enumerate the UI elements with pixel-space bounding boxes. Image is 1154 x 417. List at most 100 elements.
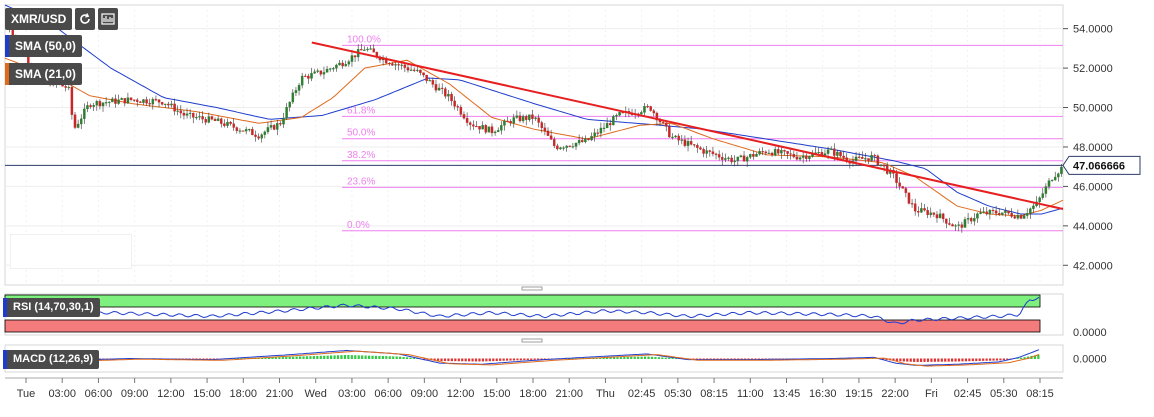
candle-body	[493, 131, 497, 134]
candle-body	[783, 150, 786, 152]
candle-body	[770, 152, 774, 156]
candle-body	[724, 158, 727, 160]
candle-body	[226, 121, 229, 126]
panel-resize-handle	[521, 338, 543, 343]
macd-signal-line	[5, 350, 1040, 367]
candle-body	[742, 155, 746, 162]
x-tick-label: 12:00	[157, 388, 185, 400]
candle-body	[409, 69, 413, 71]
macd-histogram-bar	[350, 355, 353, 359]
fib-label: 50.0%	[347, 128, 375, 139]
rsi-oversold-band	[4, 319, 1041, 333]
candle-body	[204, 118, 207, 123]
macd-histogram-bar	[323, 355, 326, 359]
macd-histogram-bar	[395, 356, 398, 359]
fib-label: 61.8%	[347, 105, 375, 116]
candle-body	[276, 123, 279, 130]
macd-histogram-bar	[305, 356, 309, 359]
rsi-legend-label: RSI (14,70,30,1)	[13, 301, 94, 313]
candle-body	[487, 126, 491, 133]
candle-body	[608, 123, 612, 126]
candle-body	[973, 218, 976, 222]
candle-body	[64, 86, 67, 88]
candle-body	[518, 115, 522, 122]
candle-body	[132, 99, 136, 101]
candle-body	[895, 173, 898, 183]
candle-body	[565, 145, 568, 148]
y-tick-label: 44.0000	[1073, 221, 1113, 233]
macd-histogram-bar	[298, 356, 302, 359]
main-plot-frame	[4, 4, 1064, 286]
macd-histogram-bar	[347, 355, 350, 359]
candle-body	[341, 62, 344, 67]
candle-body	[901, 186, 904, 189]
candle-body	[148, 103, 151, 105]
macd-histogram-bar	[278, 357, 281, 359]
x-tick-label: 18:00	[519, 388, 547, 400]
candle-body	[957, 224, 960, 226]
candle-body	[369, 48, 372, 50]
symbol-button[interactable]: XMR/USD	[5, 8, 73, 30]
candle-body	[948, 223, 951, 225]
macd-histogram-bar	[526, 358, 529, 360]
sma21-legend[interactable]: SMA (21,0)	[5, 63, 82, 85]
macd-histogram-bar	[923, 358, 926, 362]
macd-histogram-bar	[274, 357, 278, 359]
macd-histogram-bar	[892, 358, 895, 361]
macd-histogram-bar	[999, 358, 1002, 361]
candle-body	[764, 151, 768, 154]
candle-body	[503, 120, 506, 126]
candle-body	[876, 155, 880, 165]
macd-histogram-bar	[944, 358, 947, 362]
candle-body	[979, 212, 982, 214]
refresh-icon[interactable]	[75, 8, 96, 30]
macd-legend[interactable]: MACD (12,26,9)	[3, 350, 100, 369]
candle-body	[484, 125, 488, 133]
candle-body	[185, 113, 189, 116]
candle-body	[425, 74, 428, 81]
sma50-legend[interactable]: SMA (50,0)	[5, 35, 82, 57]
candle-body	[605, 123, 609, 129]
macd-histogram-bar	[236, 358, 240, 359]
candle-body	[602, 127, 606, 129]
candle-body	[1050, 179, 1054, 181]
candle-body	[736, 156, 740, 162]
candle-body	[1013, 216, 1017, 219]
macd-histogram-bar	[606, 357, 609, 359]
toolbar: XMR/USD	[5, 8, 119, 30]
candle-body	[447, 93, 450, 97]
rsi-axis-label: 0.0000	[1073, 327, 1107, 339]
indicator-icon[interactable]	[98, 8, 119, 30]
candle-body	[89, 105, 92, 107]
sma50-line	[4, 4, 1064, 215]
rsi-line	[4, 296, 1040, 325]
macd-histogram-bar	[343, 355, 347, 359]
candle-body	[248, 129, 251, 131]
macd-histogram-bar	[906, 358, 909, 362]
macd-histogram-bar	[968, 358, 971, 362]
macd-histogram-bar	[985, 358, 988, 361]
candle-body	[524, 116, 528, 120]
candle-body	[540, 122, 544, 128]
candle-body	[618, 112, 621, 116]
candle-body	[882, 164, 886, 167]
candle-body	[938, 213, 942, 219]
candle-body	[534, 117, 537, 119]
macd-histogram-bar	[978, 358, 981, 361]
macd-histogram-bar	[409, 357, 412, 359]
macd-histogram-bar	[412, 358, 416, 359]
candle-body	[826, 149, 830, 154]
rsi-legend[interactable]: RSI (14,70,30,1)	[3, 298, 100, 317]
macd-histogram-bar	[602, 357, 605, 359]
macd-histogram-bar	[612, 357, 616, 359]
macd-histogram-bar	[405, 357, 409, 359]
macd-histogram-bar	[626, 356, 629, 359]
macd-histogram-bar	[712, 358, 716, 360]
candle-body	[1060, 166, 1063, 174]
candle-body	[1029, 208, 1032, 214]
candle-body	[160, 102, 164, 105]
candle-body	[932, 212, 936, 215]
macd-histogram-bar	[481, 358, 485, 362]
candle-body	[437, 87, 441, 91]
